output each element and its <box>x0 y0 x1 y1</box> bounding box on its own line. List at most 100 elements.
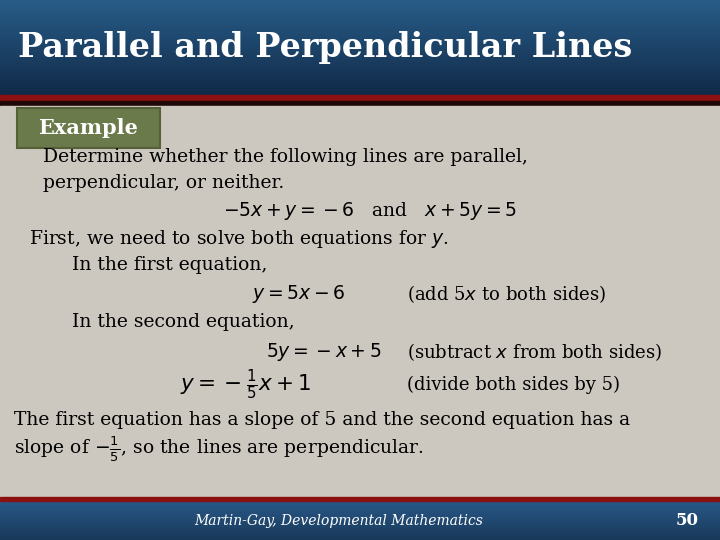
Bar <box>0 522 720 523</box>
Bar <box>0 49 720 51</box>
Bar <box>0 59 720 60</box>
Bar <box>0 532 720 534</box>
Bar <box>0 87 720 89</box>
Bar <box>0 91 720 93</box>
Bar <box>0 94 720 101</box>
Bar <box>0 28 720 30</box>
Bar <box>0 4 720 6</box>
Bar <box>0 508 720 509</box>
Bar <box>0 534 720 535</box>
Bar <box>0 72 720 74</box>
Text: $y=-\frac{1}{5}x+1$: $y=-\frac{1}{5}x+1$ <box>180 367 311 402</box>
Bar <box>0 527 720 528</box>
Bar <box>0 74 720 76</box>
Text: The first equation has a slope of 5 and the second equation has a: The first equation has a slope of 5 and … <box>14 410 631 429</box>
Bar <box>0 514 720 515</box>
Bar <box>0 70 720 72</box>
Bar <box>0 26 720 29</box>
Bar <box>0 518 720 519</box>
Bar <box>0 502 720 504</box>
Bar <box>0 10 720 11</box>
Bar <box>0 30 720 32</box>
Bar <box>0 530 720 531</box>
Text: In the first equation,: In the first equation, <box>72 255 267 274</box>
Bar <box>0 510 720 511</box>
Bar <box>0 93 720 94</box>
Bar <box>0 77 720 79</box>
Bar <box>0 513 720 514</box>
Bar <box>0 21 720 23</box>
Bar <box>0 32 720 34</box>
Bar <box>0 17 720 19</box>
Bar <box>0 68 720 70</box>
Bar <box>0 523 720 524</box>
Text: 50: 50 <box>675 512 698 529</box>
Bar <box>0 36 720 38</box>
Bar <box>0 51 720 53</box>
Bar <box>0 83 720 85</box>
Bar <box>0 511 720 513</box>
Bar <box>0 535 720 536</box>
Bar <box>0 501 720 502</box>
Text: Example: Example <box>38 118 138 138</box>
Text: (divide both sides by 5): (divide both sides by 5) <box>407 375 620 394</box>
Bar <box>0 507 720 508</box>
Bar <box>0 55 720 57</box>
Bar <box>0 38 720 40</box>
Bar <box>0 515 720 517</box>
Bar <box>0 6 720 8</box>
Bar <box>0 13 720 15</box>
FancyBboxPatch shape <box>17 108 160 148</box>
Text: slope of $-\frac{1}{5}$, so the lines are perpendicular.: slope of $-\frac{1}{5}$, so the lines ar… <box>14 435 424 464</box>
Text: perpendicular, or neither.: perpendicular, or neither. <box>43 173 284 192</box>
Bar <box>0 505 720 507</box>
Bar <box>0 62 720 64</box>
Bar <box>0 34 720 36</box>
Text: $y=5x-6$: $y=5x-6$ <box>252 284 346 305</box>
Text: Determine whether the following lines are parallel,: Determine whether the following lines ar… <box>43 147 528 166</box>
Bar <box>0 2 720 4</box>
Bar <box>0 11 720 13</box>
Bar <box>0 66 720 68</box>
Bar <box>0 0 720 2</box>
Bar <box>0 521 720 522</box>
Bar <box>0 536 720 537</box>
Bar <box>0 504 720 505</box>
Bar <box>0 526 720 527</box>
Bar <box>0 53 720 55</box>
Bar <box>0 517 720 518</box>
Bar <box>0 43 720 45</box>
Bar <box>0 47 720 49</box>
Bar <box>0 497 720 501</box>
Bar <box>0 509 720 510</box>
Bar <box>0 25 720 26</box>
Bar <box>0 89 720 91</box>
Bar <box>0 85 720 87</box>
Bar <box>0 101 720 106</box>
Text: $-5x+y=-6$   and   $x+5y=5$: $-5x+y=-6$ and $x+5y=5$ <box>223 200 518 221</box>
Text: In the second equation,: In the second equation, <box>72 313 294 332</box>
Bar <box>0 60 720 62</box>
Bar <box>0 76 720 78</box>
Bar <box>0 528 720 530</box>
Bar <box>0 539 720 540</box>
Text: (subtract $x$ from both sides): (subtract $x$ from both sides) <box>407 341 662 363</box>
Bar <box>0 57 720 59</box>
Bar <box>0 82 720 83</box>
Bar <box>0 23 720 25</box>
Bar <box>0 15 720 17</box>
Text: (add 5$x$ to both sides): (add 5$x$ to both sides) <box>407 284 606 305</box>
Bar <box>0 79 720 82</box>
Bar <box>0 8 720 10</box>
Bar <box>0 42 720 44</box>
Bar <box>0 524 720 526</box>
Text: Parallel and Perpendicular Lines: Parallel and Perpendicular Lines <box>18 31 632 64</box>
Bar <box>0 519 720 521</box>
Bar <box>0 64 720 66</box>
Bar <box>0 106 720 501</box>
Text: $5y=-x+5$: $5y=-x+5$ <box>266 341 382 363</box>
Bar <box>0 40 720 42</box>
Text: First, we need to solve both equations for $y$.: First, we need to solve both equations f… <box>29 228 449 249</box>
Bar <box>0 537 720 539</box>
Bar <box>0 531 720 532</box>
